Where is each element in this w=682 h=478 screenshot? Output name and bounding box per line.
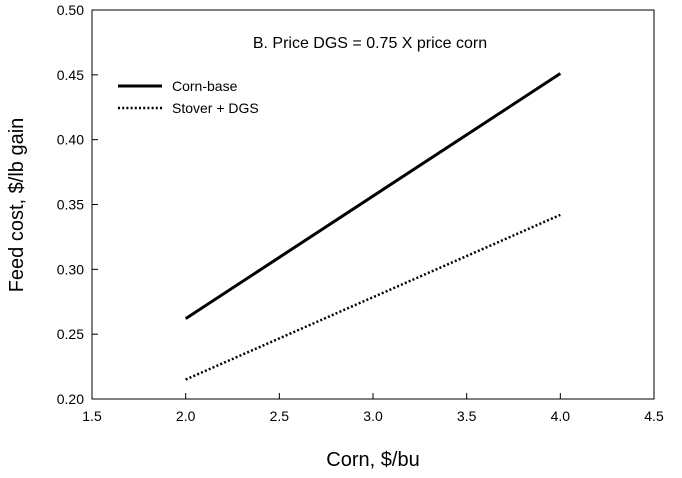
plot-frame bbox=[91, 9, 655, 400]
series-line-corn-base bbox=[184, 72, 562, 320]
x-tick-label: 3.0 bbox=[363, 408, 383, 424]
y-axis-title: Feed cost, $/lb gain bbox=[6, 118, 28, 293]
legend-label-stover-dgs: Stover + DGS bbox=[172, 100, 259, 116]
x-tick-label: 1.5 bbox=[82, 408, 102, 424]
chart-annotation: B. Price DGS = 0.75 X price corn bbox=[253, 35, 487, 52]
series-line-stover-dgs bbox=[185, 213, 561, 381]
y-tick-label: 0.40 bbox=[57, 132, 84, 148]
y-tick-label: 0.25 bbox=[57, 326, 84, 342]
legend: Corn-base Stover + DGS bbox=[118, 78, 259, 116]
y-axis-ticks: 0.20 0.25 0.30 0.35 0.40 0.45 0.50 bbox=[57, 2, 98, 407]
x-tick-label: 2.0 bbox=[176, 408, 196, 424]
x-axis-title: Corn, $/bu bbox=[326, 449, 419, 471]
x-tick-label: 4.5 bbox=[644, 408, 664, 424]
y-tick-label: 0.50 bbox=[57, 2, 84, 18]
y-tick-label: 0.30 bbox=[57, 261, 84, 277]
x-axis-ticks: 1.5 2.0 2.5 3.0 3.5 4.0 4.5 bbox=[82, 393, 664, 424]
y-tick-label: 0.35 bbox=[57, 197, 84, 213]
legend-label-corn-base: Corn-base bbox=[172, 78, 238, 94]
y-tick-label: 0.20 bbox=[57, 391, 84, 407]
x-tick-label: 3.5 bbox=[457, 408, 477, 424]
x-tick-label: 2.5 bbox=[270, 408, 290, 424]
x-tick-label: 4.0 bbox=[551, 408, 571, 424]
y-tick-label: 0.45 bbox=[57, 67, 84, 83]
series-lines bbox=[184, 72, 562, 381]
